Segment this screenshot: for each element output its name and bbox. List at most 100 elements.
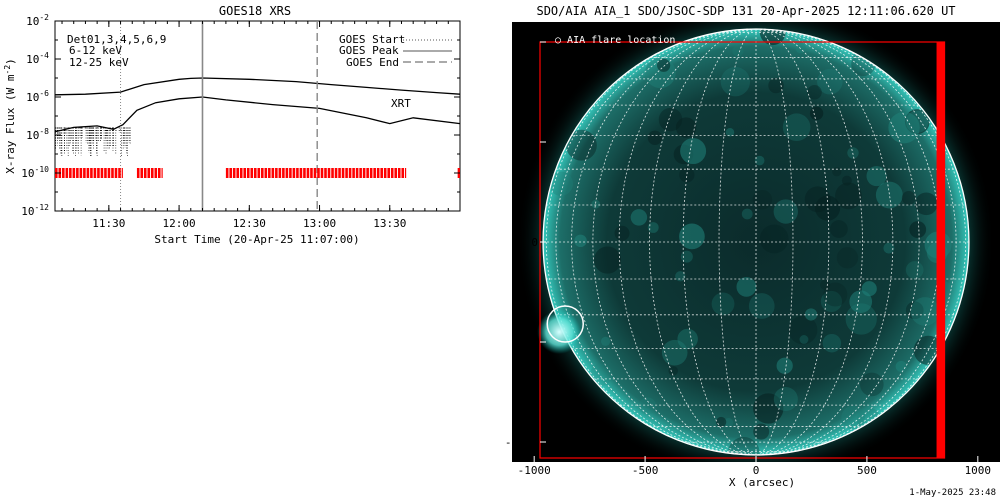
disk-feature	[661, 339, 688, 366]
x-tick-label: -500	[632, 464, 659, 477]
y-tick-label: -1000	[505, 436, 538, 449]
xrt-observation-bar	[225, 168, 229, 178]
disk-feature	[820, 279, 831, 290]
xrt-observation-bar	[387, 168, 391, 178]
disk-feature	[776, 357, 793, 374]
longitude-line	[755, 28, 794, 456]
xrt-observation-bar	[334, 168, 338, 178]
xrt-observation-bar	[147, 168, 151, 178]
goes-plot-area	[54, 21, 461, 211]
xrt-observation-bar	[299, 168, 303, 178]
disk-feature	[753, 423, 770, 440]
disk-feature	[600, 336, 611, 346]
disk-feature	[905, 110, 929, 134]
x-tick-label: 11:30	[92, 217, 125, 230]
xrt-observation-bar	[327, 168, 331, 178]
y-tick-label: 1000	[512, 36, 539, 49]
x-tick-label: -1000	[518, 464, 551, 477]
disk-feature	[795, 42, 806, 54]
disk-feature	[895, 360, 907, 373]
disk-feature	[759, 224, 789, 254]
disk-feature	[591, 199, 601, 209]
xrt-observation-bar	[239, 168, 243, 178]
disk-feature	[835, 182, 862, 210]
disk-feature	[914, 192, 938, 216]
xrt-observation-bar	[90, 168, 93, 178]
disk-feature	[639, 397, 657, 415]
xrt-observation-bar	[348, 168, 352, 178]
legend-goes-end: GOES End	[346, 56, 399, 69]
y-tick-label: 500	[518, 136, 538, 149]
xrt-observation-bar	[359, 168, 362, 178]
band-12-25-kev-label: 12-25 keV	[69, 56, 129, 69]
disk-feature	[658, 107, 683, 132]
xrt-observation-bar	[136, 168, 140, 178]
y-tick-label: 10-10	[21, 165, 49, 180]
xrt-observation-bar	[236, 168, 240, 178]
goes-x-axis-label: Start Time (20-Apr-25 11:07:00)	[154, 233, 359, 246]
xrt-observation-bar	[292, 168, 296, 178]
xrt-observation-bar	[296, 168, 299, 178]
xrt-observation-bar	[390, 168, 394, 178]
disk-feature	[905, 301, 924, 320]
longitude-line	[649, 28, 757, 456]
y-tick-label: -500	[512, 336, 539, 349]
aia-panel: SDO/AIA AIA_1 SDO/JSOC-SDP 131 20-Apr-20…	[505, 4, 1000, 489]
disk-feature	[901, 191, 916, 206]
xrt-observation-bar	[338, 168, 341, 178]
legend-goes-peak: GOES Peak	[339, 44, 399, 57]
flare-location-circle	[546, 305, 584, 343]
y-tick-label: 10-2	[26, 13, 49, 28]
xrt-observation-bar	[118, 168, 121, 178]
xrt-observation-bar	[79, 168, 83, 178]
band-6-12-kev-label: 6-12 keV	[69, 44, 122, 57]
footer-timestamp: 1-May-2025 23:48	[909, 488, 996, 498]
xrt-observation-bar	[355, 168, 359, 178]
x-tick-label: 13:30	[373, 217, 406, 230]
disk-feature	[589, 363, 613, 386]
y-tick-label: 10-6	[26, 89, 49, 104]
disk-feature	[668, 366, 678, 376]
xrt-observation-bar	[345, 168, 348, 178]
aia-y-axis: 1000 500 0 -500 -1000	[505, 36, 546, 449]
goes-y-axis-label: X-ray Flux (W m-2)	[3, 58, 17, 174]
y-tick-label: 10-12	[21, 203, 49, 218]
xrt-observation-bar	[268, 168, 271, 178]
longitude-line	[755, 28, 830, 456]
x-tick-label: 12:30	[233, 217, 266, 230]
disk-feature	[799, 335, 809, 344]
disk-feature	[630, 209, 648, 226]
xrt-observation-bar	[65, 168, 69, 178]
xrt-observation-bar	[83, 168, 86, 178]
xrt-observation-bar	[303, 168, 306, 178]
xrt-observation-bar	[100, 168, 104, 178]
xrt-observation-bar	[104, 168, 107, 178]
xrt-observation-bar	[313, 168, 317, 178]
xrt-fov-label: XRT FOV	[551, 421, 598, 434]
xrt-observation-bar	[76, 168, 79, 178]
goes-x-axis: 11:30 12:00 12:30 13:00 13:30	[61, 21, 449, 230]
disk-feature	[754, 155, 765, 166]
disk-feature	[679, 223, 705, 250]
disk-feature	[909, 221, 927, 238]
goes-series-1-line	[54, 77, 461, 96]
xrt-observation-bar	[161, 168, 163, 178]
disk-feature	[657, 58, 671, 72]
xrt-observation-bar	[72, 168, 76, 178]
xrt-observation-bar	[331, 168, 334, 178]
xrt-observation-bar	[111, 168, 114, 178]
disk-feature	[875, 181, 903, 209]
xrt-observation-bar	[275, 168, 278, 178]
disk-feature	[829, 220, 848, 238]
x-tick-label: 0	[753, 464, 760, 477]
xrt-observation-bar	[140, 168, 144, 178]
xrt-observation-bar	[243, 168, 247, 178]
xrt-observation-bar	[62, 168, 65, 178]
disk-feature	[574, 234, 587, 248]
disk-feature	[804, 186, 831, 213]
disk-feature	[866, 165, 887, 187]
disk-feature	[822, 333, 842, 353]
xrt-observation-bar	[401, 168, 405, 178]
disk-feature	[677, 328, 698, 350]
disk-feature	[736, 276, 757, 297]
